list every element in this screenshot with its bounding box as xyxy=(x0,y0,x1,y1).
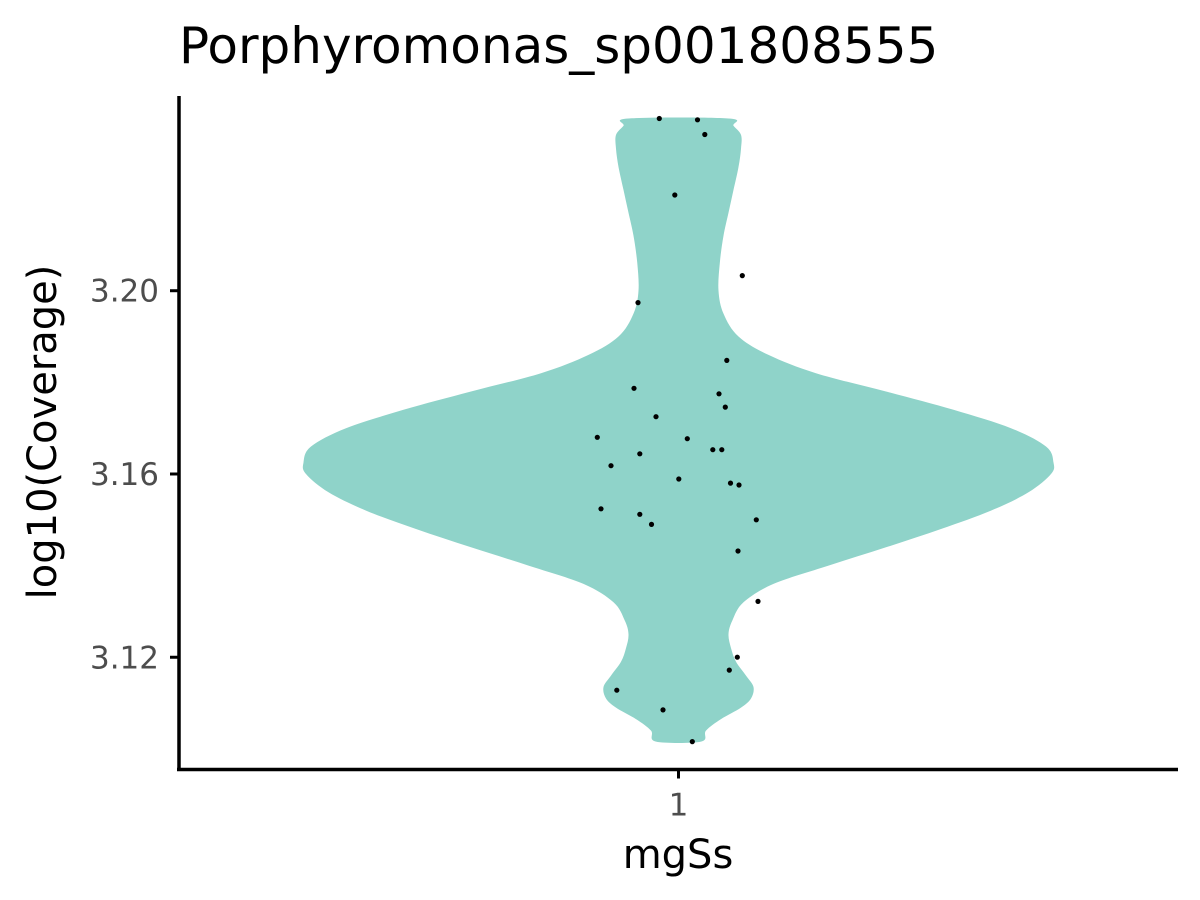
data-point xyxy=(727,480,734,486)
data-point xyxy=(724,357,730,363)
data-point xyxy=(736,482,742,488)
data-point xyxy=(710,447,716,453)
data-point xyxy=(672,192,678,198)
data-point xyxy=(676,476,682,482)
data-point xyxy=(684,436,690,442)
data-point xyxy=(598,506,604,512)
data-point xyxy=(635,300,641,306)
chart-title: Porphyromonas_sp001808555 xyxy=(179,17,938,75)
x-axis-title: mgSs xyxy=(623,832,734,878)
data-point xyxy=(594,434,600,440)
data-point xyxy=(656,115,662,122)
y-axis-title: log10(Coverage) xyxy=(20,265,66,600)
data-point xyxy=(608,463,614,469)
data-point xyxy=(734,654,740,660)
data-point xyxy=(648,521,655,528)
x-tick-label: 1 xyxy=(669,788,689,824)
data-point xyxy=(660,707,666,713)
y-tick-label: 3.20 xyxy=(90,274,159,310)
y-axis-ticks: 3.12 3.16 3.20 xyxy=(90,274,179,676)
data-point xyxy=(631,385,637,391)
data-point xyxy=(755,598,761,605)
data-point xyxy=(735,548,741,554)
data-point xyxy=(637,451,643,457)
x-axis-ticks: 1 xyxy=(669,769,689,824)
data-point xyxy=(653,414,659,420)
data-points xyxy=(594,115,761,745)
data-point xyxy=(614,687,620,693)
data-point xyxy=(637,511,643,517)
data-point xyxy=(722,404,728,410)
data-point xyxy=(726,667,732,673)
data-point xyxy=(719,447,725,453)
y-tick-label: 3.12 xyxy=(90,640,159,676)
data-point xyxy=(753,517,759,523)
data-point xyxy=(716,391,722,397)
data-point xyxy=(689,739,695,745)
data-point xyxy=(739,273,745,279)
violin-body xyxy=(302,117,1055,743)
plot-area xyxy=(302,115,1055,745)
data-point xyxy=(694,117,701,123)
data-point xyxy=(702,131,708,138)
y-tick-label: 3.16 xyxy=(90,457,159,493)
